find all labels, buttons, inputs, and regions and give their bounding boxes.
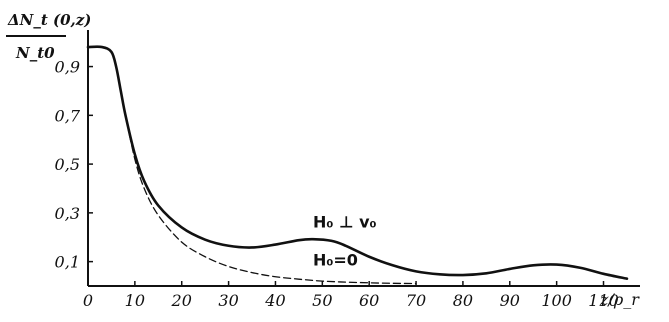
x-tick-label: 10 [125,291,145,310]
series-layer [86,45,629,285]
series-line-h0-zero [87,46,417,285]
x-tick-label: 80 [453,291,473,310]
y-tick-label: 0,9 [55,58,80,77]
x-tick-label: 90 [500,291,520,310]
y-tick-label: 0,7 [55,106,81,125]
series-line-h0-perp-v0 [86,45,629,280]
x-tick-label: 40 [264,291,285,310]
ticks-layer: 0 10 20 30 40 50 60 70 80 90 100 110 0,1 0,3 0,5 0,7 0,9 [55,58,619,310]
y-axis-label-top: ΔN_t (0,z) [7,11,91,29]
x-tick-label: 70 [406,291,426,310]
series-annotation-label: H₀=0 [313,250,358,269]
y-tick-label: 0,3 [55,204,80,223]
y-tick-label: 0,1 [55,253,80,272]
x-axis-label: z/ρ_r [599,290,640,309]
x-tick-label: 60 [359,291,379,310]
annotation-layer: H₀ ⊥ v₀ H₀=0 [313,212,377,269]
x-tick-label: 50 [312,291,332,310]
x-tick-label: 30 [218,291,238,310]
y-axis-label-bottom: N_t0 [15,44,55,62]
x-tick-label: 0 [83,291,93,310]
x-tick-label: 110 [588,291,619,310]
x-tick-label: 20 [171,291,192,310]
y-tick-label: 0,5 [55,155,80,174]
x-tick-label: 100 [541,291,572,310]
series-annotation-label: H₀ ⊥ v₀ [313,212,377,231]
